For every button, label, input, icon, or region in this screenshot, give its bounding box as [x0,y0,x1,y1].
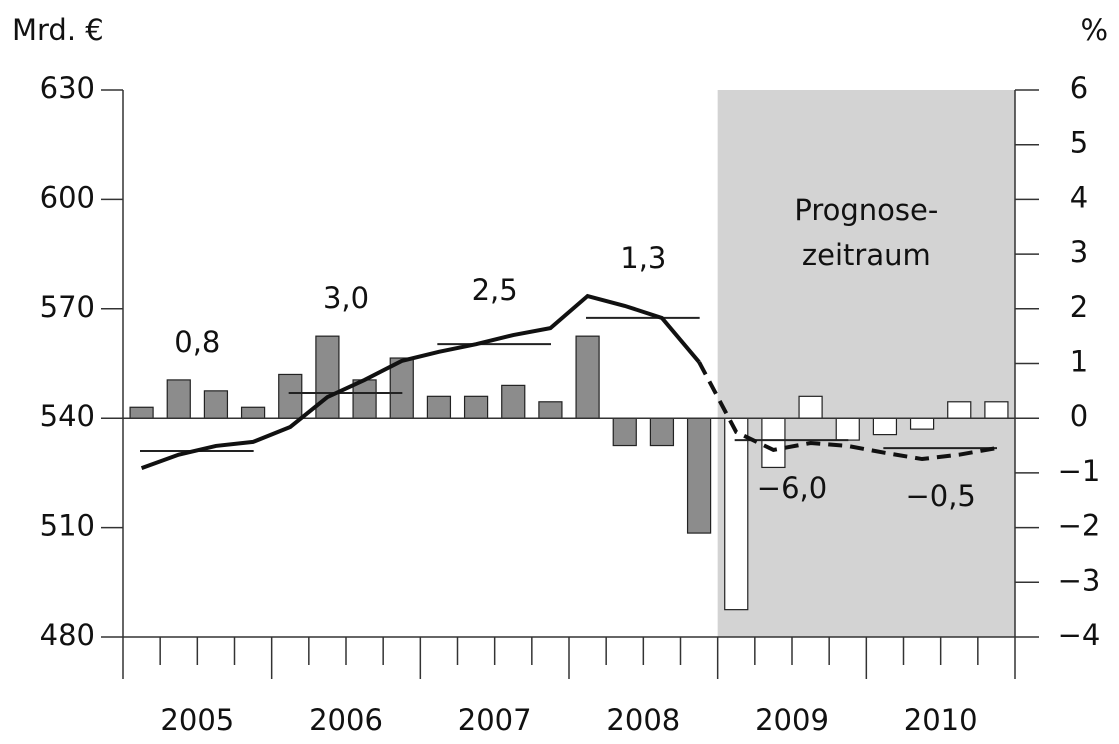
bar [909,417,935,430]
y2-tick-label: −4 [1058,618,1101,652]
y-tick-label: 510 [40,509,95,543]
y-tick-label: 540 [40,399,95,433]
growth-label: 0,8 [174,325,220,359]
bar [798,395,823,419]
y2-tick-label: 6 [1070,71,1088,105]
y2-tick-label: −2 [1058,509,1101,543]
y-tick-label: 600 [40,180,95,214]
growth-label: −6,0 [757,471,827,505]
growth-label: 2,5 [472,273,518,307]
bar [575,335,600,419]
growth-label: 1,3 [620,241,666,275]
x-year-label: 2008 [606,703,680,737]
bar [761,417,786,469]
y-tick-label: 630 [40,71,95,105]
bar [872,417,898,436]
x-year-label: 2009 [755,703,829,737]
bar [724,417,749,611]
y2-tick-label: 5 [1070,126,1088,160]
bar [463,395,489,419]
x-year-label: 2005 [160,703,234,737]
bar [240,406,266,419]
growth-label: 3,0 [323,281,369,315]
line [697,361,997,462]
y2-tick-label: −3 [1058,563,1101,597]
growth-label: −0,5 [905,479,975,513]
bar [984,401,1009,419]
y2-tick-label: 0 [1070,399,1088,433]
bar [166,379,191,419]
y2-axis-label: % [1080,13,1108,47]
y-axis-label: Mrd. € [12,13,104,47]
x-year-label: 2007 [458,703,532,737]
bar [278,373,303,419]
bar [538,401,563,419]
bar [426,395,452,419]
x-year-label: 2010 [904,703,978,737]
bar [501,384,526,419]
y2-tick-label: 4 [1070,180,1088,214]
line [140,293,701,471]
y2-tick-label: 1 [1070,345,1088,379]
y-tick-label: 480 [40,618,95,652]
bar [203,390,229,419]
forecast-label: zeitraum [802,238,931,272]
bar [612,417,637,447]
forecast-area [717,90,1015,637]
y2-tick-label: 2 [1070,290,1088,324]
bar [649,417,675,447]
bar [686,417,712,534]
forecast-label: Prognose- [794,193,938,227]
y2-tick-label: −1 [1058,454,1101,488]
y-tick-label: 570 [40,290,95,324]
bar [947,401,972,419]
bar [835,417,860,441]
x-year-label: 2006 [309,703,383,737]
bar [129,406,154,419]
y2-tick-label: 3 [1070,235,1088,269]
